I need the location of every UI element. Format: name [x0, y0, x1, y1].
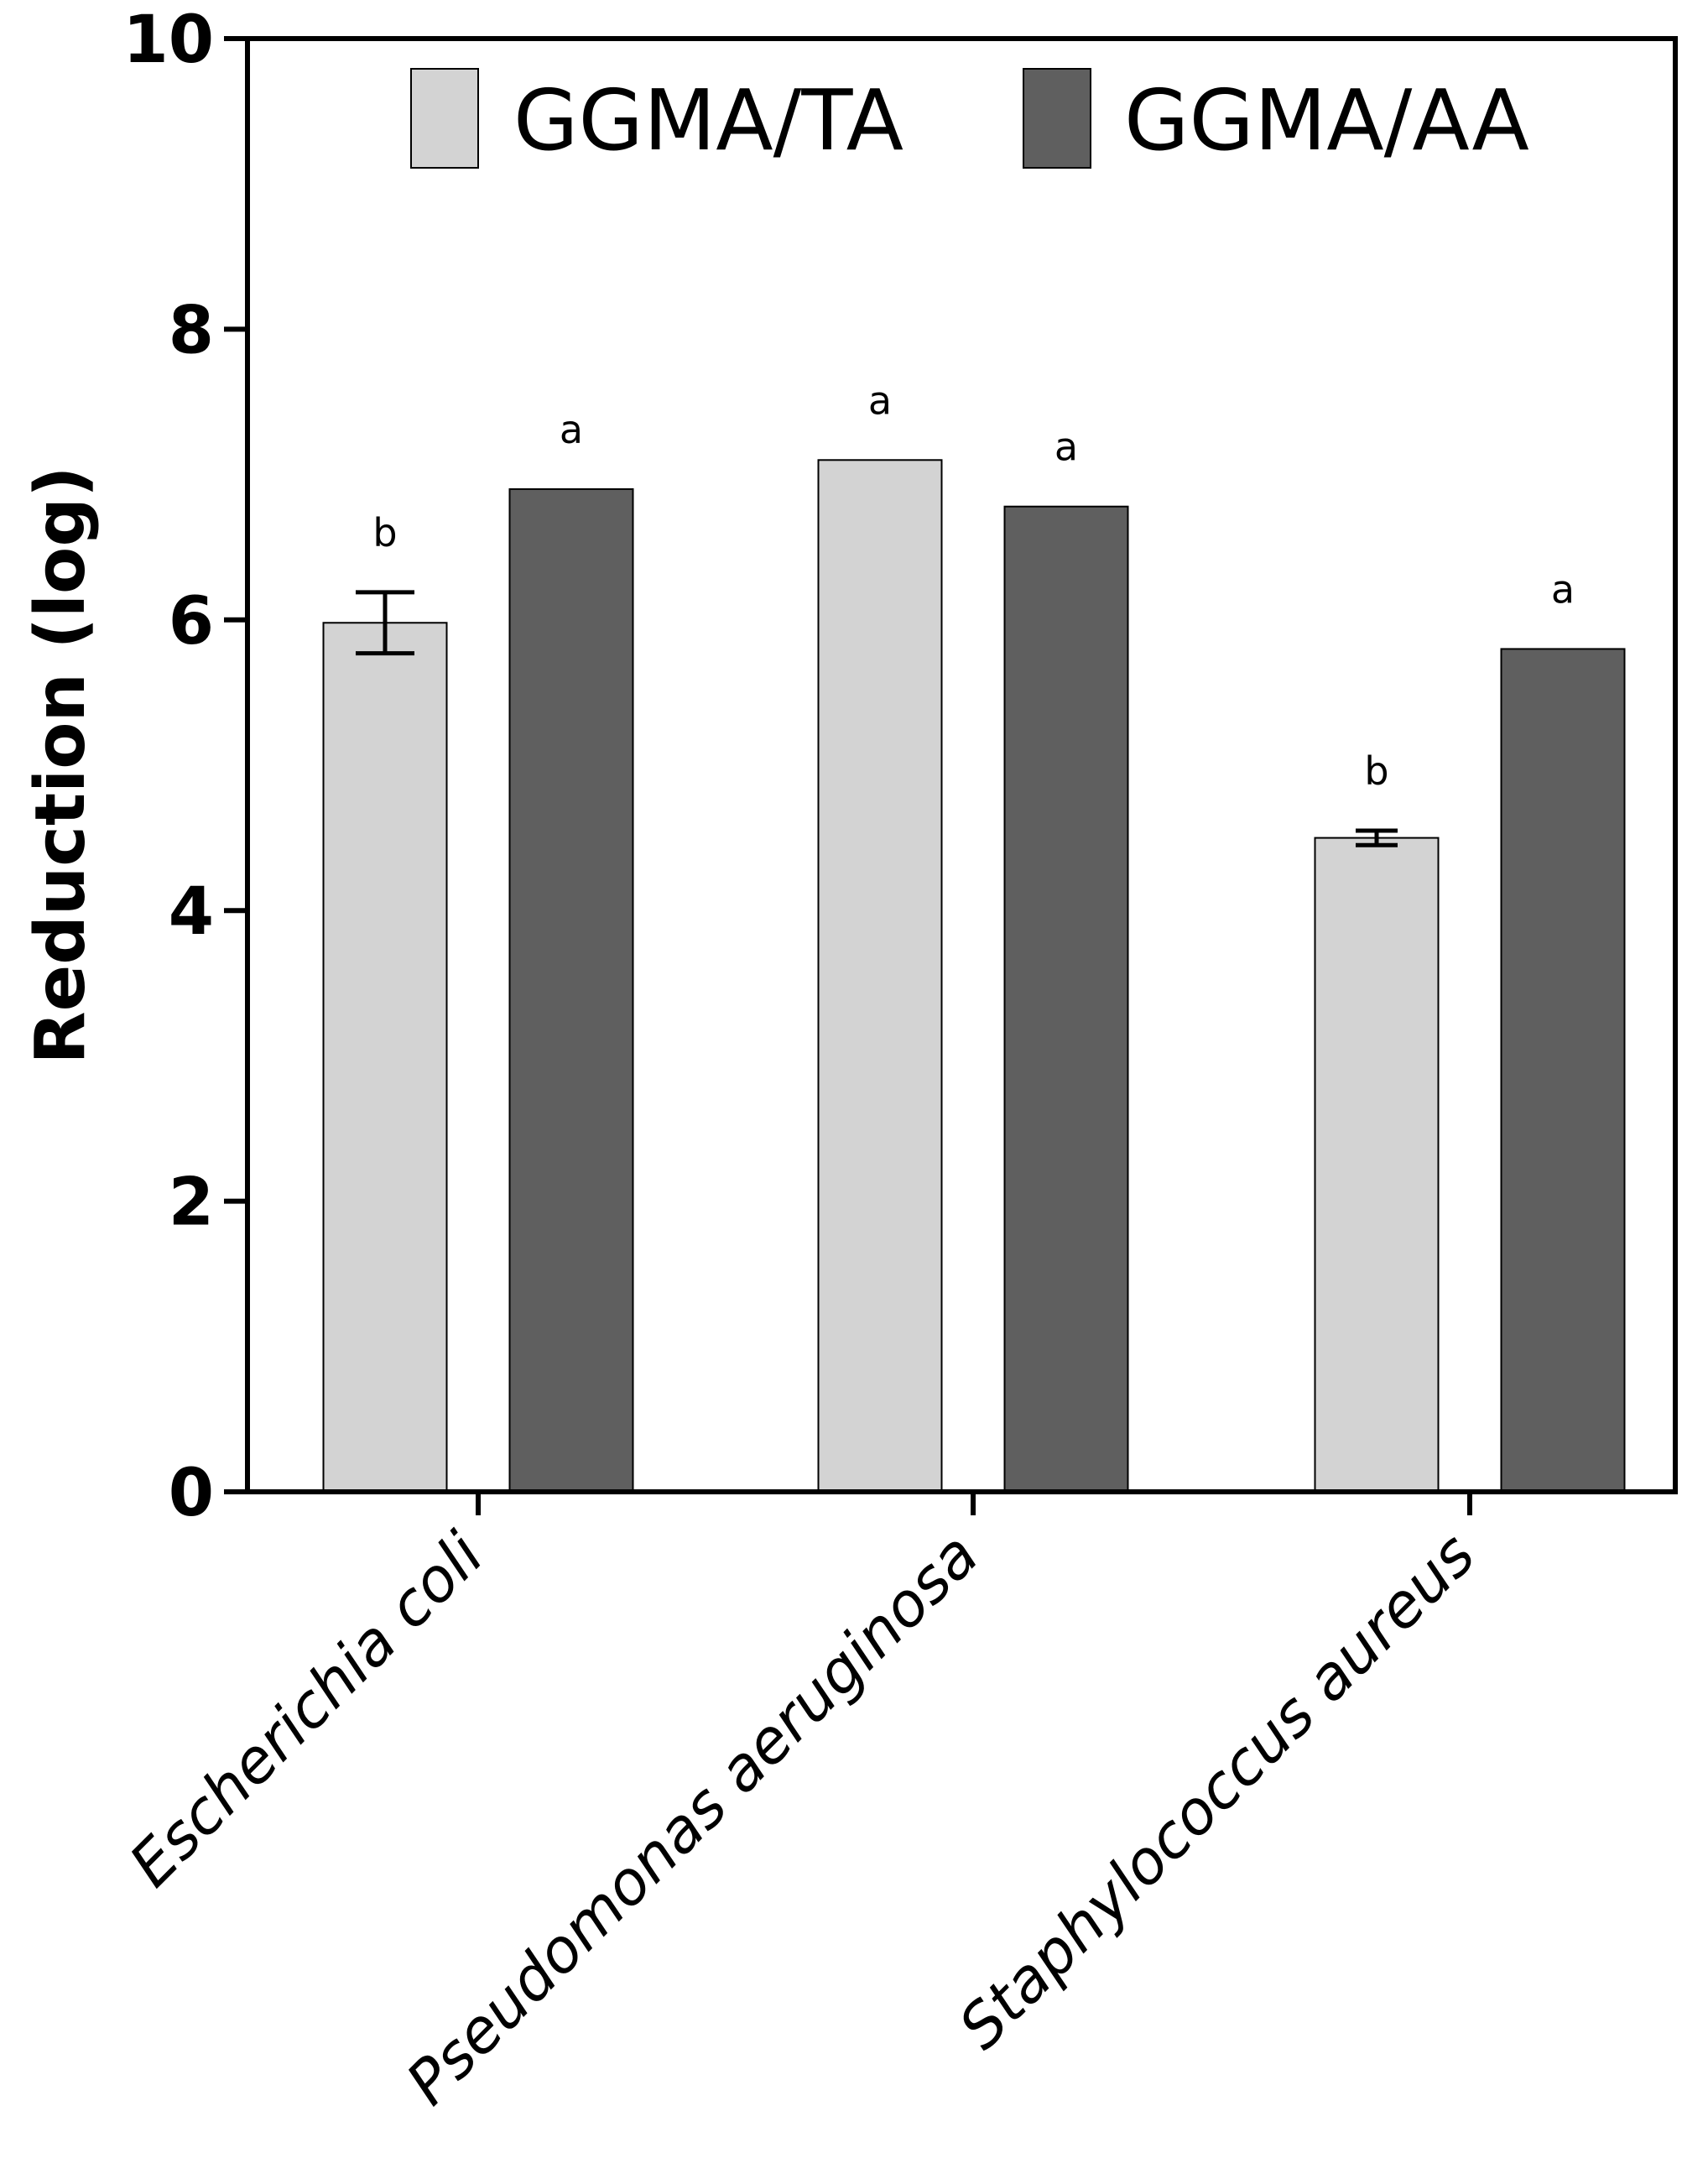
bar-ggma-ta-3 — [1314, 837, 1440, 1493]
plot-frame — [245, 36, 1678, 1494]
bar-ggma-ta-1 — [322, 622, 448, 1493]
y-tick-label: 2 — [169, 1165, 214, 1241]
legend-swatch — [410, 68, 479, 169]
legend-label: GGMA/TA — [513, 71, 903, 169]
error-bar-3 — [1356, 828, 1398, 847]
significance-label: b — [372, 510, 397, 555]
x-category-label: Staphylococcus aureus — [945, 1520, 1489, 2062]
legend-item-ggma-ta: GGMA/TA — [410, 68, 903, 169]
y-axis-title: Reduction (log) — [21, 466, 101, 1064]
bar-ggma-aa-1 — [508, 487, 634, 1493]
y-tick-label: 4 — [169, 874, 214, 950]
y-tick-label: 10 — [122, 3, 214, 78]
significance-label: a — [560, 407, 583, 452]
significance-labels-layer: b a b a a a — [372, 378, 1575, 794]
error-bar-1 — [356, 590, 414, 656]
error-bars-layer — [356, 590, 1398, 847]
legend-item-ggma-aa: GGMA/AA — [1023, 68, 1529, 169]
y-tick-label: 6 — [169, 584, 214, 659]
bar-ggma-ta-2 — [817, 459, 943, 1493]
x-category-label: Pseudomonas aeruginosa — [393, 1520, 992, 2119]
significance-label: a — [1551, 566, 1575, 612]
x-category-label: Escherichia coli — [116, 1520, 497, 1900]
legend: GGMA/TA GGMA/AA — [410, 68, 1529, 169]
y-axis: 0 2 4 6 8 10 — [122, 3, 247, 1531]
y-tick-label: 0 — [169, 1456, 214, 1531]
bar-ggma-aa-2 — [1003, 505, 1129, 1493]
bar-ggma-aa-3 — [1500, 648, 1626, 1493]
legend-swatch — [1023, 68, 1091, 169]
significance-label: b — [1364, 748, 1388, 794]
legend-label: GGMA/AA — [1124, 71, 1529, 169]
significance-label: a — [1054, 425, 1078, 470]
y-tick-label: 8 — [169, 293, 214, 368]
bars-layer — [322, 459, 1626, 1493]
significance-label: a — [868, 378, 892, 423]
